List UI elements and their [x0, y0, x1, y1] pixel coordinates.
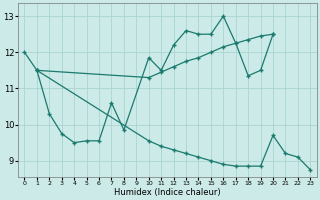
X-axis label: Humidex (Indice chaleur): Humidex (Indice chaleur) [114, 188, 221, 197]
